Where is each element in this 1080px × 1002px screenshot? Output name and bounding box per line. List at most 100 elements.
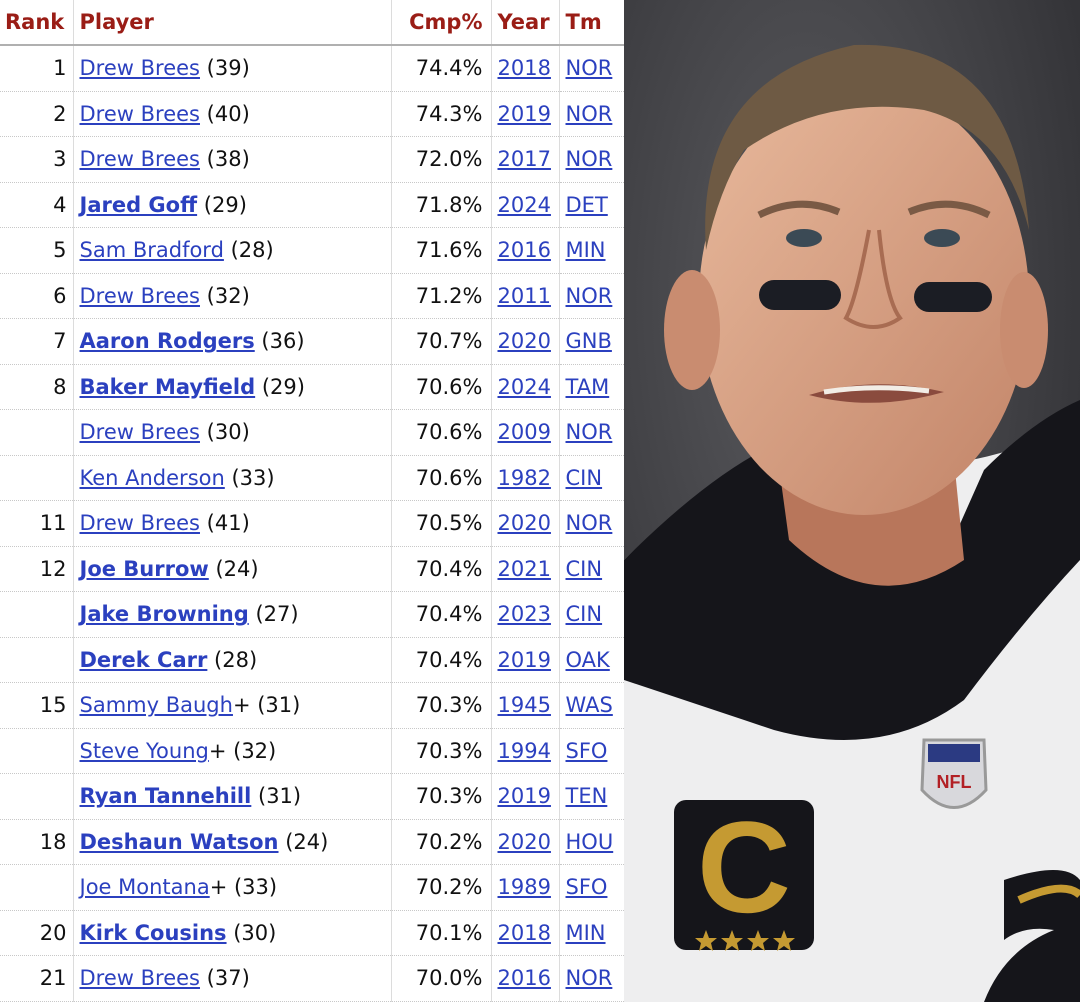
year-link[interactable]: 1994	[497, 738, 551, 763]
player-link[interactable]: Drew Brees	[79, 101, 200, 126]
year-link[interactable]: 2024	[497, 374, 551, 399]
cmp-pct-cell: 71.6%	[390, 227, 491, 274]
left-eye-black	[759, 280, 841, 310]
year-link[interactable]: 2016	[497, 966, 551, 991]
rank-cell: 4	[0, 182, 73, 228]
team-link[interactable]: NOR	[565, 511, 613, 536]
year-cell: 2020	[490, 500, 559, 547]
year-link[interactable]: 2020	[497, 511, 551, 536]
year-link[interactable]: 2018	[497, 920, 551, 945]
year-column-header[interactable]: Year	[490, 0, 559, 46]
team-link[interactable]: CIN	[565, 556, 603, 581]
player-cell: Joe Montana+ (33)	[72, 864, 391, 911]
cmp-pct-cell: 71.8%	[390, 182, 491, 228]
team-link[interactable]: MIN	[565, 238, 606, 263]
player-link[interactable]: Steve Young	[79, 738, 209, 763]
team-link[interactable]: SFO	[565, 738, 608, 763]
team-link[interactable]: WAS	[565, 693, 613, 718]
player-link[interactable]: Drew Brees	[79, 283, 200, 308]
player-link[interactable]: Aaron Rodgers	[79, 329, 255, 354]
year-link[interactable]: 2019	[497, 101, 551, 126]
rank-cell	[0, 864, 73, 911]
rank-cell: 1	[0, 45, 73, 92]
year-link[interactable]: 2016	[497, 238, 551, 263]
year-link[interactable]: 2011	[497, 283, 551, 308]
team-link[interactable]: CIN	[565, 465, 603, 490]
year-link[interactable]: 2017	[497, 147, 551, 172]
year-link[interactable]: 2024	[497, 192, 551, 217]
table-row: Ken Anderson (33) 70.6% 1982 CIN	[0, 455, 624, 501]
jersey-number-trim	[1017, 884, 1080, 904]
team-cell: CIN	[558, 455, 624, 501]
player-link[interactable]: Sam Bradford	[79, 238, 224, 263]
rank-cell: 8	[0, 364, 73, 410]
player-cell: Derek Carr (28)	[72, 637, 391, 683]
team-link[interactable]: DET	[565, 192, 608, 217]
team-link[interactable]: HOU	[565, 829, 614, 854]
hof-marker: +	[209, 875, 228, 900]
captain-stars-icon	[695, 930, 795, 951]
player-link[interactable]: Baker Mayfield	[79, 374, 256, 399]
player-photo: NFL C	[624, 0, 1080, 1002]
player-link[interactable]: Joe Montana	[79, 875, 210, 900]
player-column-header[interactable]: Player	[72, 0, 391, 46]
table-row: 21 Drew Brees (37) 70.0% 2016 NOR	[0, 955, 624, 1002]
player-link[interactable]: Drew Brees	[79, 420, 200, 445]
cmp-pct-cell: 70.4%	[390, 546, 491, 592]
player-cell: Ken Anderson (33)	[72, 455, 391, 501]
player-link[interactable]: Derek Carr	[79, 647, 208, 672]
rank-column-header[interactable]: Rank	[0, 0, 73, 46]
cmp-pct-cell: 74.4%	[390, 45, 491, 92]
year-link[interactable]: 2019	[497, 647, 551, 672]
year-link[interactable]: 2018	[497, 56, 551, 81]
cmp-pct-cell: 70.3%	[390, 728, 491, 774]
team-link[interactable]: TEN	[565, 784, 608, 809]
player-link[interactable]: Kirk Cousins	[79, 920, 227, 945]
team-link[interactable]: NOR	[565, 101, 613, 126]
player-link[interactable]: Drew Brees	[79, 511, 200, 536]
team-link[interactable]: CIN	[565, 602, 603, 627]
team-link[interactable]: NOR	[565, 283, 613, 308]
year-link[interactable]: 1989	[497, 875, 551, 900]
table-row: Joe Montana+ (33) 70.2% 1989 SFO	[0, 864, 624, 911]
player-link[interactable]: Drew Brees	[79, 147, 200, 172]
player-link[interactable]: Sammy Baugh	[79, 693, 233, 718]
team-link[interactable]: OAK	[565, 647, 610, 672]
team-link[interactable]: NOR	[565, 420, 613, 445]
year-link[interactable]: 2020	[497, 829, 551, 854]
team-link[interactable]: NOR	[565, 147, 613, 172]
player-link[interactable]: Jake Browning	[79, 602, 249, 627]
cmp-pct-cell: 71.2%	[390, 273, 491, 319]
table-header-row: Rank Player Cmp% Year Tm	[0, 0, 624, 46]
year-link[interactable]: 1945	[497, 693, 551, 718]
team-link[interactable]: NOR	[565, 966, 613, 991]
team-link[interactable]: MIN	[565, 920, 606, 945]
team-link[interactable]: SFO	[565, 875, 608, 900]
player-link[interactable]: Drew Brees	[79, 56, 200, 81]
player-link[interactable]: Deshaun Watson	[79, 829, 279, 854]
player-link[interactable]: Jared Goff	[79, 192, 198, 217]
year-link[interactable]: 2009	[497, 420, 551, 445]
player-link[interactable]: Ryan Tannehill	[79, 784, 252, 809]
cmp-pct-cell: 70.0%	[390, 955, 491, 1002]
year-cell: 2019	[490, 637, 559, 683]
player-link[interactable]: Drew Brees	[79, 966, 200, 991]
year-cell: 2018	[490, 910, 559, 956]
player-age: (37)	[199, 966, 250, 991]
player-link[interactable]: Joe Burrow	[79, 556, 209, 581]
team-column-header[interactable]: Tm	[558, 0, 624, 46]
team-link[interactable]: GNB	[565, 329, 612, 354]
player-cell: Drew Brees (39)	[72, 45, 391, 92]
player-link[interactable]: Ken Anderson	[79, 465, 225, 490]
year-link[interactable]: 2021	[497, 556, 551, 581]
year-link[interactable]: 1982	[497, 465, 551, 490]
rank-cell	[0, 637, 73, 683]
team-link[interactable]: TAM	[565, 374, 610, 399]
cmp-pct-column-header[interactable]: Cmp%	[390, 0, 491, 46]
table-row: 1 Drew Brees (39) 74.4% 2018 NOR	[0, 45, 624, 92]
completion-percentage-table: Rank Player Cmp% Year Tm 1 Drew Brees (39…	[0, 0, 624, 1002]
team-link[interactable]: NOR	[565, 56, 613, 81]
year-link[interactable]: 2019	[497, 784, 551, 809]
year-link[interactable]: 2020	[497, 329, 551, 354]
year-link[interactable]: 2023	[497, 602, 551, 627]
